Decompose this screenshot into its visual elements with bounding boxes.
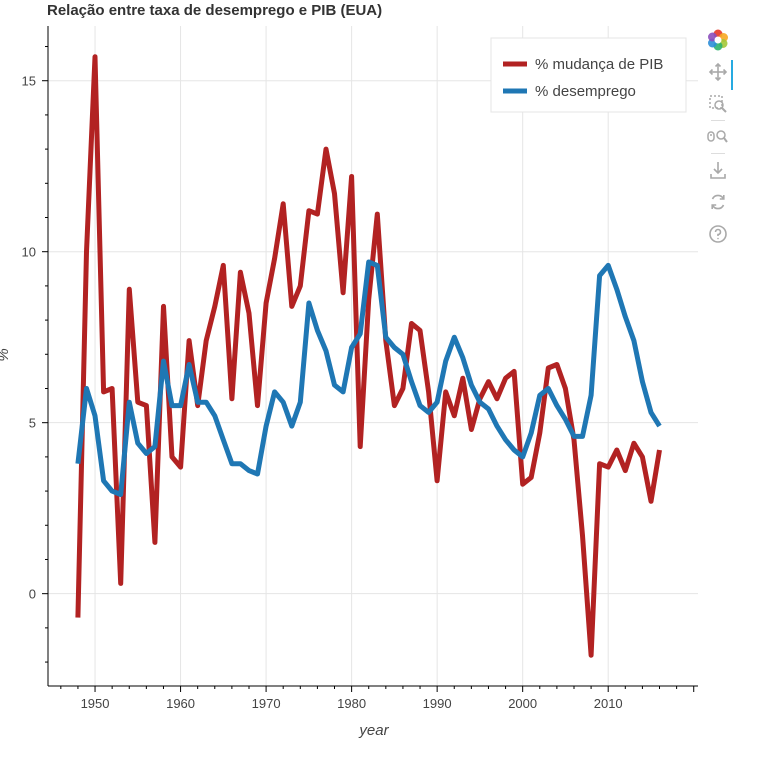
grid — [48, 26, 698, 686]
bokeh-logo-icon[interactable] — [701, 24, 735, 56]
legend-box — [490, 37, 687, 113]
reset-icon[interactable] — [701, 186, 735, 218]
series-layer — [75, 54, 662, 658]
help-icon[interactable] — [701, 218, 735, 250]
x-tick-label: 1980 — [337, 696, 366, 711]
y-tick-label: 15 — [22, 74, 36, 89]
legend: % mudança de PIB % desemprego — [490, 37, 687, 113]
toolbar-separator — [711, 153, 725, 154]
wheel-zoom-icon[interactable] — [701, 121, 735, 153]
toolbar-separator — [711, 120, 725, 121]
y-axis-label: % — [0, 348, 12, 361]
y-tick-label: 0 — [29, 587, 36, 602]
series-line — [75, 54, 662, 658]
x-tick-label: 1990 — [423, 696, 452, 711]
box-zoom-icon[interactable] — [701, 88, 735, 120]
y-tick-label: 5 — [29, 416, 36, 431]
x-tick-label: 2000 — [508, 696, 537, 711]
x-tick-label: 2010 — [594, 696, 623, 711]
x-tick-label: 1960 — [166, 696, 195, 711]
x-tick-label: 1970 — [252, 696, 281, 711]
pan-icon[interactable] — [701, 56, 735, 90]
x-axis-label: year — [358, 722, 389, 739]
toolbar — [701, 24, 735, 250]
legend-label: % desemprego — [535, 83, 636, 100]
series-line — [75, 259, 662, 497]
save-icon[interactable] — [701, 154, 735, 186]
chart-title: Relação entre taxa de desemprego e PIB (… — [47, 2, 382, 19]
y-tick-label: 10 — [22, 245, 36, 260]
axes: 1950 1960 1970 1980 1990 2000 2010 0 5 10 15 — [22, 26, 698, 711]
legend-label: % mudança de PIB — [535, 56, 663, 73]
x-tick-label: 1950 — [81, 696, 110, 711]
